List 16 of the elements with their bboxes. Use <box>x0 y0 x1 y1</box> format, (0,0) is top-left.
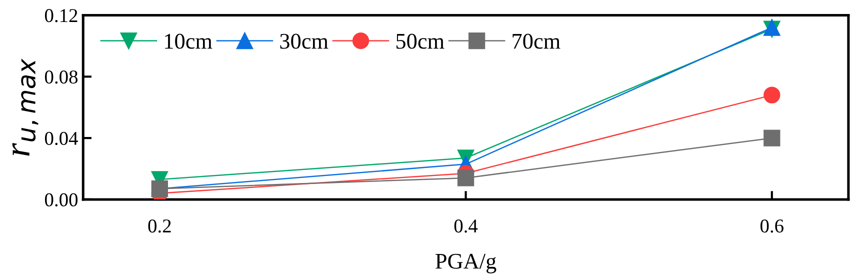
x-tick-label: 0.4 <box>454 219 478 233</box>
point <box>764 86 780 104</box>
point <box>764 130 780 146</box>
y-tick-label: 0.04 <box>44 132 78 146</box>
y-tick-label: 0.00 <box>44 193 78 206</box>
y-tick-label: 0.08 <box>44 70 78 84</box>
legend-label: 50cm <box>396 34 444 49</box>
legend-label: 70cm <box>512 34 560 49</box>
x-axis-title: PGA/g <box>436 254 496 274</box>
point <box>457 170 474 186</box>
x-tick-label: 0.2 <box>148 219 171 233</box>
y-axis-title: r$_{u,max}$ <box>12 58 38 156</box>
x-tick-label: 0.6 <box>760 219 784 233</box>
y-tick-label: 0.12 <box>44 9 78 22</box>
legend-label: 30cm <box>280 34 328 49</box>
legend-label: 10cm <box>165 34 212 49</box>
